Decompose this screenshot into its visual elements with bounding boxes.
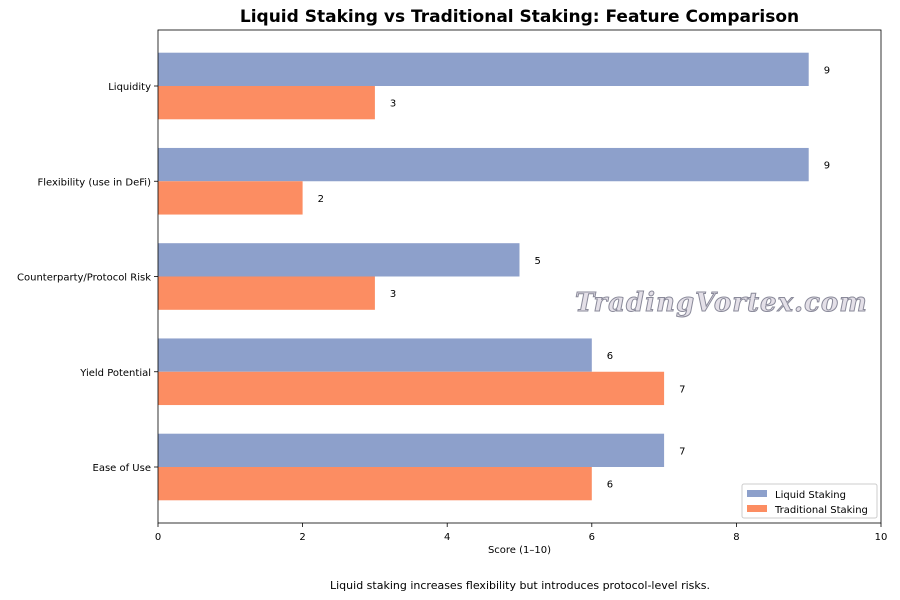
y-tick-label: Liquidity	[108, 82, 151, 93]
bar-traditional	[158, 371, 665, 406]
x-tick-label: 6	[589, 532, 595, 543]
data-label: 7	[679, 446, 685, 457]
legend-swatch	[747, 505, 767, 512]
data-label: 6	[607, 351, 613, 362]
x-axis-label: Score (1–10)	[488, 545, 551, 556]
bar-traditional	[158, 276, 375, 310]
data-label: 6	[607, 480, 613, 491]
bar-liquid	[158, 243, 520, 277]
data-label: 3	[390, 289, 396, 300]
watermark-logo: TradingVortex.com	[575, 288, 868, 319]
data-label: 9	[824, 161, 830, 172]
bar-liquid	[158, 147, 809, 182]
y-tick-label: Counterparty/Protocol Risk	[17, 273, 151, 284]
bar-liquid	[158, 433, 665, 467]
data-label: 3	[390, 99, 396, 110]
chart-title: Liquid Staking vs Traditional Staking: F…	[239, 7, 800, 27]
bar-traditional	[158, 181, 303, 215]
legend	[741, 483, 878, 519]
plot-frame	[157, 29, 882, 524]
bar-liquid	[158, 52, 809, 86]
x-tick-label: 8	[733, 532, 739, 543]
y-tick-label: Flexibility (use in DeFi)	[37, 177, 151, 188]
bar-traditional	[158, 467, 592, 501]
x-tick-label: 4	[444, 532, 450, 543]
y-tick-label: Ease of Use	[93, 463, 152, 474]
data-label: 9	[824, 65, 830, 76]
chart-caption: Liquid staking increases flexibility but…	[330, 579, 710, 592]
x-tick-label: 2	[299, 532, 305, 543]
x-tick-label: 10	[875, 532, 888, 543]
bar-traditional	[158, 86, 375, 120]
bar-liquid	[158, 338, 592, 372]
legend-label: Traditional Staking	[774, 505, 868, 516]
legend-swatch	[747, 490, 767, 497]
x-tick-label: 0	[155, 532, 161, 543]
data-label: 7	[679, 384, 685, 395]
legend-label: Liquid Staking	[775, 490, 846, 501]
data-label: 5	[535, 256, 541, 267]
y-tick-label: Yield Potential	[79, 368, 151, 379]
data-label: 2	[318, 194, 324, 205]
